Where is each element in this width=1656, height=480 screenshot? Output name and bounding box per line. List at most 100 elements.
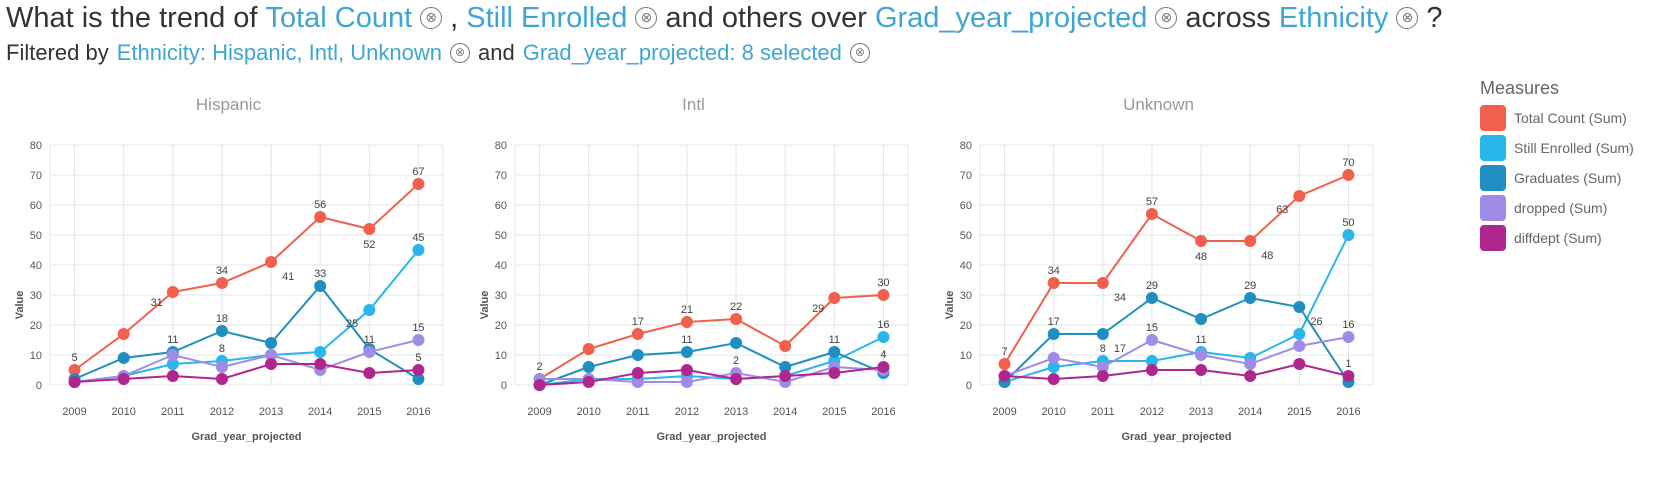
data-point[interactable] [730,373,743,385]
data-point[interactable] [1244,358,1257,370]
data-point[interactable] [1047,361,1060,373]
data-point[interactable] [166,370,179,382]
remove-ethnicity-filter-icon[interactable]: ⊗ [449,43,470,63]
remove-splitfield-icon[interactable]: ⊗ [1396,7,1419,29]
data-point[interactable] [117,373,130,385]
data-point[interactable] [117,352,130,364]
data-point[interactable] [779,361,792,373]
data-point[interactable] [166,349,179,361]
data-point[interactable] [1145,355,1158,367]
data-point[interactable] [1293,328,1306,340]
data-point[interactable] [680,346,693,358]
data-point[interactable] [1096,328,1109,340]
remove-grad-year-filter-icon[interactable]: ⊗ [849,43,870,63]
data-point[interactable] [1342,370,1355,382]
data-point[interactable] [265,358,278,370]
data-point[interactable] [582,361,595,373]
data-point[interactable] [680,376,693,388]
data-point[interactable] [1096,361,1109,373]
legend-item[interactable]: Graduates (Sum) [1480,163,1656,193]
data-point[interactable] [877,331,890,343]
data-point[interactable] [314,358,327,370]
data-point[interactable] [1244,235,1257,247]
data-point[interactable] [1047,352,1060,364]
data-point[interactable] [1293,358,1306,370]
filter-token-ethnicity[interactable]: Ethnicity: Hispanic, Intl, Unknown [116,40,442,65]
data-point[interactable] [1195,349,1208,361]
data-point[interactable] [215,325,228,337]
remove-total-count-icon[interactable]: ⊗ [420,7,443,29]
measure-token-still-enrolled[interactable]: Still Enrolled [466,1,628,34]
data-point[interactable] [1293,190,1306,202]
data-point[interactable] [1096,277,1109,289]
legend-item[interactable]: Still Enrolled (Sum) [1480,133,1656,163]
data-point[interactable] [779,340,792,352]
data-point[interactable] [998,370,1011,382]
data-point[interactable] [166,286,179,298]
data-point[interactable] [1145,292,1158,304]
data-point[interactable] [1145,364,1158,376]
data-point[interactable] [828,346,841,358]
data-point[interactable] [166,358,179,370]
data-point[interactable] [828,292,841,304]
remove-still-enrolled-icon[interactable]: ⊗ [635,7,658,29]
data-point[interactable] [730,337,743,349]
data-point[interactable] [363,367,376,379]
data-point[interactable] [730,313,743,325]
data-point[interactable] [412,334,425,346]
data-point[interactable] [877,361,890,373]
measure-token-total-count[interactable]: Total Count [265,1,413,34]
data-point[interactable] [314,211,327,223]
legend-item[interactable]: diffdept (Sum) [1480,223,1656,253]
data-point[interactable] [265,349,278,361]
data-point[interactable] [117,328,130,340]
legend-item[interactable]: Total Count (Sum) [1480,103,1656,133]
data-point[interactable] [631,328,644,340]
data-point[interactable] [582,343,595,355]
data-point[interactable] [1342,169,1355,181]
data-point[interactable] [1244,292,1257,304]
data-point[interactable] [1195,364,1208,376]
data-point[interactable] [1293,340,1306,352]
data-point[interactable] [877,289,890,301]
data-point[interactable] [215,277,228,289]
data-point[interactable] [265,337,278,349]
filter-token-grad-year[interactable]: Grad_year_projected: 8 selected [522,40,842,65]
data-point[interactable] [412,244,425,256]
data-point[interactable] [1047,277,1060,289]
data-point[interactable] [1145,334,1158,346]
data-point[interactable] [314,346,327,358]
splitfield-token[interactable]: Ethnicity [1278,1,1389,34]
data-point[interactable] [68,376,81,388]
data-point[interactable] [1047,373,1060,385]
data-point[interactable] [582,376,595,388]
data-point[interactable] [680,364,693,376]
data-point[interactable] [1195,313,1208,325]
data-point[interactable] [314,280,327,292]
data-point[interactable] [1293,301,1306,313]
data-point[interactable] [1096,370,1109,382]
data-point[interactable] [265,256,278,268]
data-point[interactable] [631,349,644,361]
data-point[interactable] [215,373,228,385]
legend-item[interactable]: dropped (Sum) [1480,193,1656,223]
data-point[interactable] [631,376,644,388]
data-point[interactable] [363,223,376,235]
data-point[interactable] [998,358,1011,370]
data-point[interactable] [412,373,425,385]
data-point[interactable] [363,346,376,358]
data-point[interactable] [1342,331,1355,343]
data-point[interactable] [1244,370,1257,382]
data-point[interactable] [363,304,376,316]
data-point[interactable] [215,361,228,373]
data-point[interactable] [1047,328,1060,340]
data-point[interactable] [779,370,792,382]
data-point[interactable] [680,316,693,328]
data-point[interactable] [631,367,644,379]
data-point[interactable] [68,364,81,376]
data-point[interactable] [1145,208,1158,220]
data-point[interactable] [828,367,841,379]
data-point[interactable] [1195,235,1208,247]
data-point[interactable] [412,364,425,376]
xfield-token[interactable]: Grad_year_projected [874,1,1148,34]
